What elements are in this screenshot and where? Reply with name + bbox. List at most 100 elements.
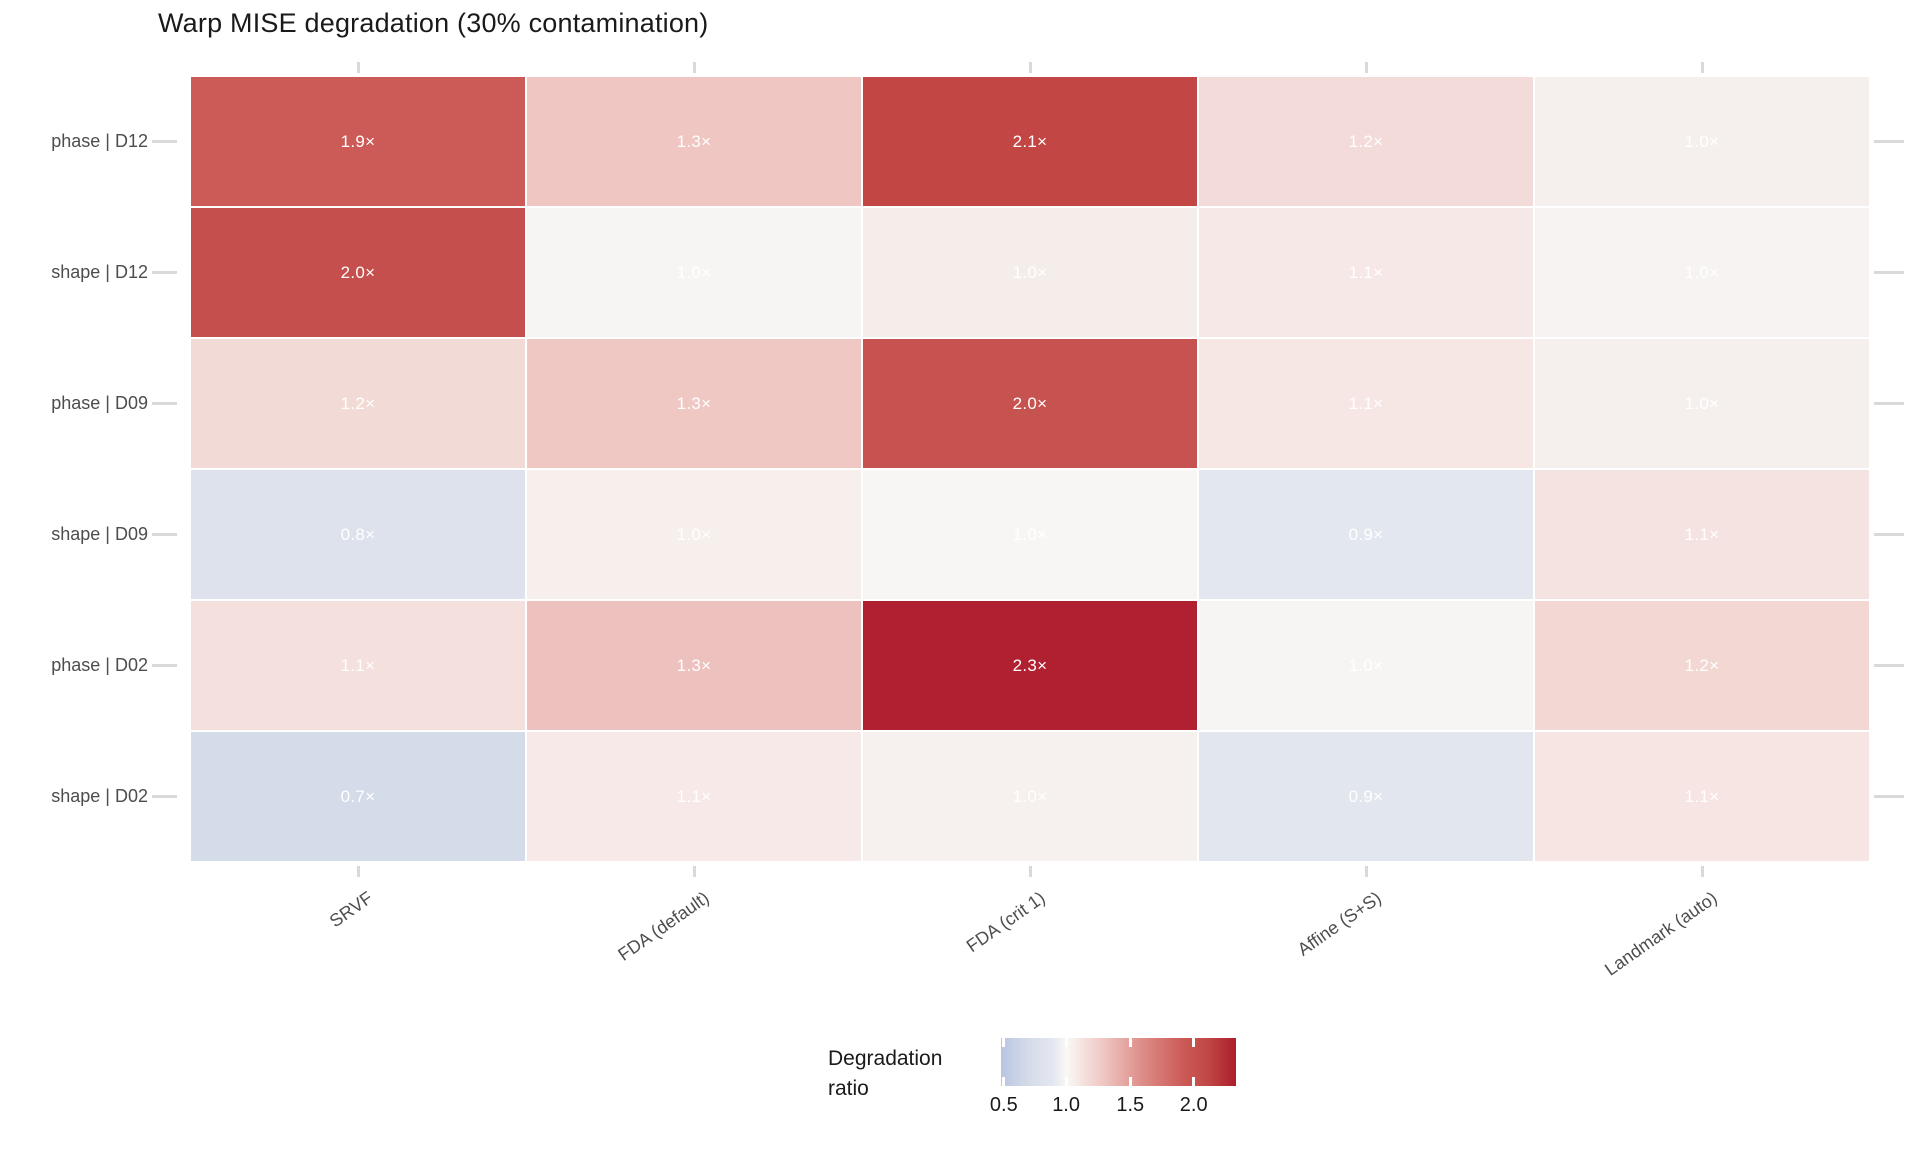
x-axis-label: FDA (default) — [614, 887, 713, 965]
x-axis-tick-top — [356, 62, 360, 73]
legend-title: Degradation ratio — [828, 1047, 943, 1100]
colorbar-tick-mark — [1064, 1077, 1068, 1086]
x-axis-tick-bottom — [1364, 866, 1368, 877]
heatmap-cell: 1.1× — [1534, 731, 1870, 862]
colorbar-tick-mark — [1128, 1038, 1132, 1047]
y-axis-tick-left — [152, 533, 177, 536]
y-axis-tick-right — [1874, 664, 1904, 667]
colorbar-tick-label: 2.0 — [1179, 1094, 1208, 1116]
heatmap-cell: 2.1× — [862, 76, 1198, 207]
heatmap-cell: 1.2× — [190, 338, 526, 469]
heatmap-cell: 1.1× — [1198, 207, 1534, 338]
y-axis-tick-right — [1874, 795, 1904, 798]
cell-value-label: 1.3× — [676, 393, 712, 413]
x-axis-tick-top — [1364, 62, 1368, 73]
heatmap-cell: 2.0× — [190, 207, 526, 338]
heatmap-cell: 2.0× — [862, 338, 1198, 469]
y-axis-label: phase | D09 — [51, 393, 148, 413]
heatmap-cell: 1.0× — [862, 469, 1198, 600]
heatmap-cell: 1.1× — [1534, 469, 1870, 600]
x-axis-tick-top — [692, 62, 696, 73]
cell-value-label: 1.9× — [340, 131, 376, 151]
cell-value-label: 1.2× — [340, 393, 376, 413]
heatmap-cell: 0.7× — [190, 731, 526, 862]
heatmap-cell: 1.0× — [526, 469, 862, 600]
y-axis-label: shape | D12 — [51, 262, 148, 282]
x-axis-tick-top — [1700, 62, 1704, 73]
cell-value-label: 1.0× — [676, 262, 712, 282]
heatmap-cell: 1.0× — [1534, 207, 1870, 338]
y-axis-label: phase | D12 — [51, 131, 148, 151]
x-axis-tick-bottom — [692, 866, 696, 877]
colorbar-tick-label: 0.5 — [989, 1094, 1018, 1116]
colorbar-tick-label: 1.5 — [1116, 1094, 1145, 1116]
cell-value-label: 1.1× — [1348, 393, 1384, 413]
cell-value-label: 1.0× — [1348, 655, 1384, 675]
x-axis-tick-bottom — [356, 866, 360, 877]
heatmap-panel: 1.9× 1.3× 2.1× 1.2× 1.0× 2.0× 1.0× 1.0× 1.1× 1.0×… — [190, 76, 1870, 862]
heatmap-cell: 1.2× — [1198, 76, 1534, 207]
y-axis-tick-right — [1874, 140, 1904, 143]
y-axis-tick-left — [152, 140, 177, 143]
cell-value-label: 0.9× — [1348, 786, 1384, 806]
cell-value-label: 1.0× — [1012, 524, 1048, 544]
colorbar-gradient — [1001, 1038, 1236, 1086]
cell-value-label: 1.1× — [676, 786, 712, 806]
heatmap-cell: 1.3× — [526, 76, 862, 207]
cell-value-label: 1.0× — [1684, 262, 1720, 282]
cell-value-label: 2.1× — [1012, 131, 1048, 151]
y-axis-tick-left — [152, 795, 177, 798]
cell-value-label: 2.0× — [1012, 393, 1048, 413]
y-axis-label: phase | D02 — [51, 655, 148, 675]
cell-value-label: 1.1× — [1684, 524, 1720, 544]
cell-value-label: 1.2× — [1348, 131, 1384, 151]
heatmap-cell: 1.1× — [1198, 338, 1534, 469]
heatmap-cell: 1.1× — [526, 731, 862, 862]
colorbar-tick-mark — [1064, 1038, 1068, 1047]
x-axis-label: SRVF — [326, 887, 377, 932]
colorbar-tick-mark — [1192, 1077, 1196, 1086]
cell-value-label: 1.1× — [1348, 262, 1384, 282]
heatmap-cell: 1.0× — [1198, 600, 1534, 731]
colorbar-tick-mark — [1192, 1038, 1196, 1047]
cell-value-label: 1.2× — [1684, 655, 1720, 675]
cell-value-label: 2.3× — [1012, 655, 1048, 675]
heatmap-cell: 0.8× — [190, 469, 526, 600]
heatmap-cell: 1.0× — [526, 207, 862, 338]
x-axis-label: FDA (crit 1) — [962, 887, 1049, 957]
heatmap-cell: 0.9× — [1198, 731, 1534, 862]
heatmap-cell: 1.3× — [526, 338, 862, 469]
cell-value-label: 1.0× — [676, 524, 712, 544]
x-axis-tick-top — [1028, 62, 1032, 73]
y-axis-tick-left — [152, 402, 177, 405]
x-axis-label: Affine (S+S) — [1293, 887, 1385, 960]
y-axis-label: shape | D09 — [51, 524, 148, 544]
cell-value-label: 1.3× — [676, 655, 712, 675]
heatmap-cell: 1.1× — [190, 600, 526, 731]
cell-value-label: 0.7× — [340, 786, 376, 806]
y-axis-tick-right — [1874, 271, 1904, 274]
y-axis-tick-left — [152, 664, 177, 667]
heatmap-cell: 0.9× — [1198, 469, 1534, 600]
heatmap-cell: 1.0× — [862, 731, 1198, 862]
heatmap-cell: 1.9× — [190, 76, 526, 207]
heatmap-cell: 1.0× — [1534, 76, 1870, 207]
cell-value-label: 1.0× — [1684, 393, 1720, 413]
cell-value-label: 1.0× — [1012, 786, 1048, 806]
heatmap-cell: 1.2× — [1534, 600, 1870, 731]
heatmap-cell: 1.0× — [862, 207, 1198, 338]
x-axis-label: Landmark (auto) — [1600, 887, 1721, 980]
colorbar-tick-mark — [1128, 1077, 1132, 1086]
heatmap-cell: 1.0× — [1534, 338, 1870, 469]
y-axis-tick-right — [1874, 533, 1904, 536]
cell-value-label: 1.0× — [1012, 262, 1048, 282]
x-axis-tick-bottom — [1700, 866, 1704, 877]
cell-value-label: 1.3× — [676, 131, 712, 151]
chart-title: Warp MISE degradation (30% contamination… — [158, 8, 709, 38]
colorbar-tick-mark — [1002, 1077, 1006, 1086]
cell-value-label: 0.8× — [340, 524, 376, 544]
y-axis-tick-right — [1874, 402, 1904, 405]
y-axis-tick-left — [152, 271, 177, 274]
heatmap-cell: 2.3× — [862, 600, 1198, 731]
